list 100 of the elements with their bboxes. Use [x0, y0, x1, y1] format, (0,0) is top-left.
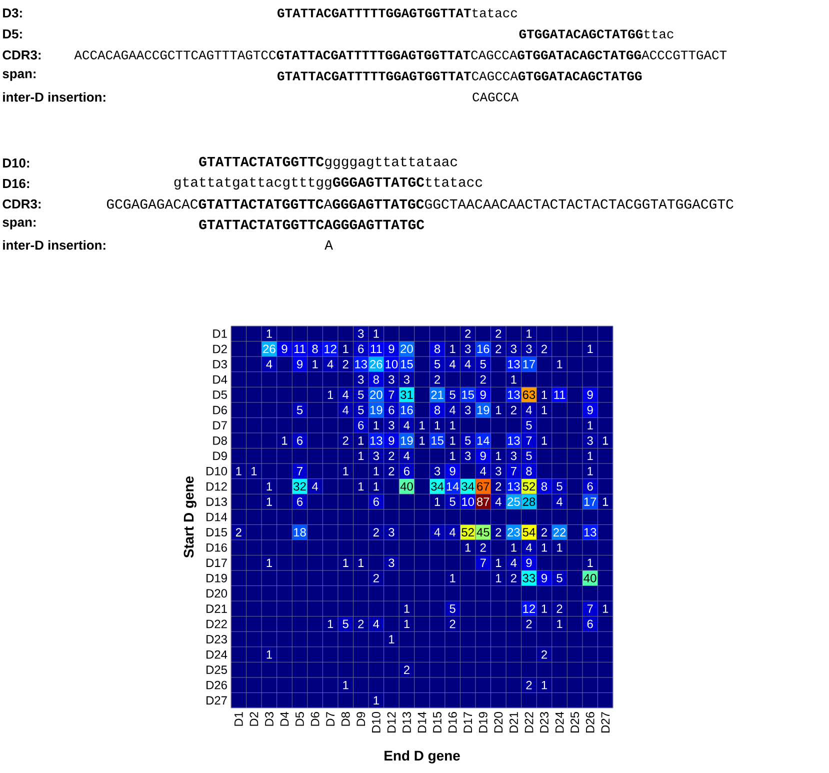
x-tick-label: D27 [601, 712, 610, 732]
data-label: 13 [508, 390, 520, 399]
data-label: 1 [557, 360, 562, 368]
data-label: 9 [480, 452, 486, 460]
data-label: 6 [587, 482, 593, 491]
x-axis-title: End D gene [384, 750, 460, 764]
data-label: 1 [266, 330, 272, 338]
y-tick-label: D19 [206, 574, 227, 582]
data-label: 1 [389, 635, 394, 644]
data-label: 1 [588, 344, 593, 354]
data-label: 1 [358, 436, 364, 445]
data-label: 19 [370, 406, 382, 414]
y-tick-label: D2 [213, 344, 227, 354]
data-label: 67 [477, 482, 490, 491]
data-label: 15 [462, 390, 474, 399]
data-label: 3 [464, 406, 471, 414]
data-label: 5 [358, 406, 364, 414]
data-label: 3 [526, 344, 532, 354]
data-label: 2 [342, 360, 348, 368]
data-label: 3 [358, 375, 364, 384]
text: A [324, 240, 333, 250]
data-label: 5 [526, 421, 532, 430]
data-label: 2 [236, 528, 242, 536]
data-label: 8 [373, 375, 379, 384]
data-label: 1 [282, 436, 288, 445]
data-label: 1 [557, 543, 562, 552]
data-label: 1 [496, 558, 502, 567]
data-label: 9 [388, 436, 394, 445]
data-label: 16 [400, 406, 413, 414]
data-label: 2 [542, 528, 547, 536]
text: inter-D insertion: [3, 240, 106, 250]
data-label: 4 [526, 543, 532, 552]
x-tick-label: D1 [234, 712, 243, 726]
data-label: 14 [477, 436, 490, 445]
data-label: 52 [462, 528, 474, 536]
data-label: 6 [373, 497, 379, 506]
y-tick-label: D15 [206, 528, 227, 536]
data-label: 1 [266, 650, 272, 659]
data-label: 2 [450, 620, 456, 628]
data-label: 2 [480, 543, 486, 552]
data-label: 10 [462, 497, 474, 506]
y-tick-label: D21 [206, 604, 227, 613]
data-label: 7 [587, 604, 593, 613]
x-tick-label: D9 [356, 712, 366, 726]
y-tick-label: D13 [206, 497, 227, 506]
y-tick-label: D26 [206, 680, 227, 690]
data-label: 5 [556, 574, 562, 582]
data-label: 1 [420, 436, 425, 445]
data-label: 2 [404, 666, 410, 674]
data-label: 1 [343, 558, 348, 567]
y-tick-label: D27 [206, 696, 227, 705]
data-label: 2 [496, 482, 502, 491]
data-label: 2 [373, 574, 379, 582]
x-tick-label: D4 [280, 712, 289, 726]
data-label: 17 [523, 360, 536, 368]
data-label: 1 [542, 406, 547, 414]
data-label: 5 [342, 620, 348, 628]
data-label: 9 [526, 558, 532, 568]
y-tick-label: D17 [206, 558, 227, 567]
x-tick-label: D21 [510, 712, 518, 732]
data-label: 2 [496, 344, 502, 354]
y-tick-label: D8 [213, 436, 227, 445]
x-tick-label: D16 [448, 712, 457, 732]
data-label: 45 [476, 528, 490, 536]
data-label: 4 [434, 528, 440, 536]
data-label: 2 [526, 680, 532, 690]
data-label: 3 [388, 375, 394, 384]
data-label: 1 [328, 620, 334, 628]
y-tick-label: D20 [206, 589, 228, 598]
text: D3: [3, 8, 22, 18]
data-label: 5 [480, 360, 486, 368]
y-axis-title: Start D gene [184, 476, 196, 558]
data-label: 2 [465, 329, 471, 338]
text: gtattatgattacgtttggGGGAGTTATGCttatacc [174, 177, 482, 190]
data-label: 11 [294, 344, 306, 354]
data-label: 4 [266, 360, 272, 368]
data-label: 63 [522, 390, 536, 399]
text: GTATTACTATGGTTCggggagttattataac [199, 156, 458, 170]
data-label: 1 [542, 543, 547, 552]
data-label: 52 [522, 482, 536, 491]
data-label: 2 [388, 466, 394, 476]
x-tick-label: D25 [570, 712, 580, 732]
data-label: 1 [496, 452, 502, 460]
data-label: 3 [464, 344, 471, 354]
y-tick-label: D25 [206, 666, 227, 674]
y-tick-label: D9 [213, 452, 227, 460]
data-label: 12 [523, 604, 536, 613]
x-tick-label: D2 [250, 712, 258, 726]
data-label: 2 [542, 344, 547, 354]
data-label: 8 [541, 482, 548, 491]
data-label: 9 [450, 466, 456, 476]
data-label: 1 [450, 344, 456, 354]
data-label: 2 [510, 574, 516, 582]
data-label: 1 [404, 604, 410, 613]
x-tick-label: D3 [264, 712, 274, 726]
data-label: 6 [297, 436, 303, 445]
x-tick-label: D7 [326, 712, 334, 726]
data-label: 9 [297, 360, 303, 368]
data-label: 2 [480, 375, 486, 384]
data-label: 5 [556, 482, 562, 491]
